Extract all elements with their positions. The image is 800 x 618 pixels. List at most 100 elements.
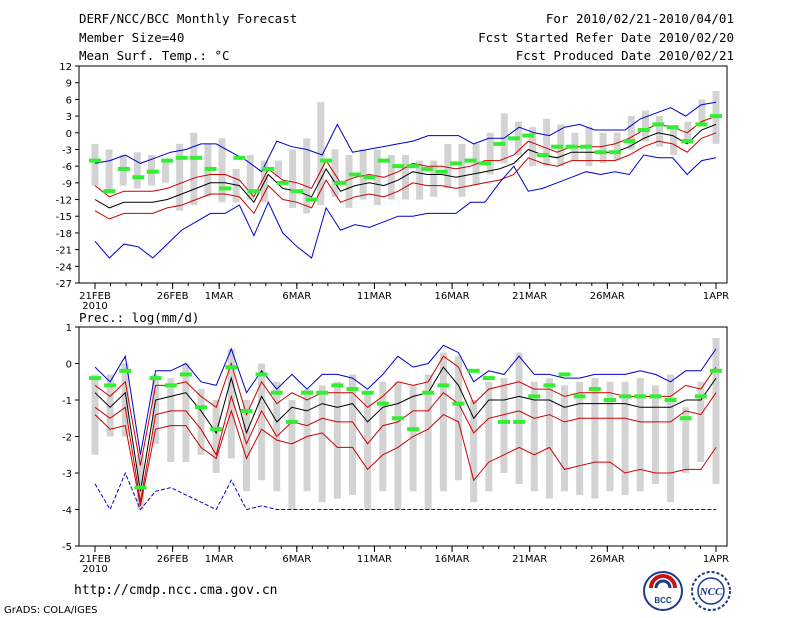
temp-xtick-label: 11MAR: [357, 291, 392, 302]
prec-xtick-label: 21FEB: [79, 554, 111, 565]
temp-observed-marker: [681, 139, 694, 144]
ncc-logo: NCC: [691, 571, 731, 611]
temp-spread-box: [472, 143, 480, 186]
temp-xtick-label: 26FEB: [157, 291, 189, 302]
temp-line-max: [94, 101, 717, 173]
prec-spread-box: [288, 400, 296, 510]
prec-observed-marker: [301, 390, 314, 395]
temp-observed-marker: [320, 158, 333, 163]
prec-line-min: [94, 471, 716, 511]
temp-observed-marker: [377, 158, 390, 163]
temp-xtick-label: 21MAR: [512, 291, 547, 302]
footer-credit: GrADS: COLA/IGES: [4, 605, 98, 616]
prec-spread-box: [561, 385, 569, 492]
temp-observed-marker: [666, 125, 679, 130]
temp-xtick-label: 16MAR: [434, 291, 469, 302]
temp-observed-marker: [522, 133, 535, 138]
prec-observed-marker: [497, 419, 510, 424]
temp-observed-marker: [710, 114, 722, 119]
prec-observed-marker: [104, 383, 117, 388]
temp-ytick-label: -9: [62, 179, 72, 190]
temp-observed-marker: [363, 175, 376, 180]
temp-spread-box: [162, 160, 170, 183]
prec-spread-box: [651, 385, 659, 484]
prec-spread-box: [182, 363, 190, 463]
temp-spread-box: [444, 143, 452, 189]
prec-observed-marker: [588, 387, 601, 392]
prec-xtick-label: 6MAR: [282, 554, 311, 565]
prec-line-upper: [94, 355, 717, 466]
temp-spread-box: [345, 155, 353, 208]
temp-observed-marker: [247, 189, 260, 194]
prec-spread-box: [424, 374, 432, 510]
prec-line-lowest: [94, 409, 717, 506]
temp-observed-marker: [623, 139, 636, 144]
prec-spread-box: [106, 374, 114, 437]
temp-observed-marker: [507, 136, 520, 141]
prec-observed-marker: [407, 427, 420, 432]
temp-ytick-label: 0: [66, 129, 72, 140]
prec-spread-box: [348, 374, 356, 495]
prec-observed-marker: [316, 390, 329, 395]
header-member-size: Member Size=40: [79, 30, 185, 45]
prec-spread-box: [515, 352, 523, 484]
prec-observed-marker: [285, 419, 298, 424]
prec-spread-box: [227, 348, 235, 459]
prec-spread-box: [470, 400, 478, 503]
temp-spread-box: [289, 149, 297, 208]
temp-observed-marker: [478, 161, 491, 166]
temp-observed-marker: [276, 180, 289, 185]
prec-spread-box: [318, 385, 326, 503]
precip-title: Prec.: log(mm/d): [79, 310, 200, 325]
temp-observed-marker: [334, 180, 347, 185]
prec-spread-box: [333, 381, 341, 499]
prec-observed-marker: [664, 398, 677, 402]
prec-xtick-label: 1MAR: [205, 554, 234, 565]
ncc-logo-text: NCC: [699, 586, 723, 598]
temp-spread-box: [670, 127, 678, 156]
temp-xtick-label: 1MAR: [205, 291, 234, 302]
temp-spread-box: [331, 149, 339, 197]
prec-ytick-label: -5: [62, 542, 72, 553]
prec-observed-marker: [391, 416, 404, 421]
prec-spread-box: [682, 407, 690, 473]
temp-xtick-label: 6MAR: [282, 291, 311, 302]
prec-observed-marker: [649, 394, 662, 399]
temp-spread-box: [359, 149, 367, 200]
temp-spread-box: [176, 143, 184, 211]
temp-observed-marker: [406, 164, 419, 169]
temp-xtick-label: 26MAR: [590, 291, 625, 302]
temp-observed-marker: [175, 155, 188, 160]
temp-observed-marker: [161, 158, 174, 163]
temp-spread-box: [430, 160, 438, 197]
temp-spread-box: [684, 121, 692, 142]
prec-spread-box: [197, 389, 205, 455]
header-variable: Mean Surf. Temp.: °C: [79, 48, 230, 63]
prec-spread-box: [121, 363, 129, 437]
prec-observed-marker: [376, 401, 389, 406]
prec-spread-box: [621, 381, 629, 495]
prec-spread-box: [606, 381, 614, 492]
prec-spread-box: [591, 378, 599, 499]
temp-observed-marker: [652, 122, 665, 127]
prec-spread-box: [152, 374, 160, 444]
prec-observed-marker: [452, 401, 465, 406]
temp-spread-box: [529, 127, 537, 167]
header-start-date: Fcst Started Refer Date 2010/02/20: [478, 30, 734, 45]
temp-spread-box: [641, 110, 649, 142]
temp-xtick-label: 21FEB: [79, 291, 111, 302]
temp-observed-marker: [305, 197, 318, 202]
header-produced-date: Fcst Produced Date 2010/02/21: [515, 48, 734, 63]
temp-ytick-label: 6: [66, 95, 72, 106]
footer-url[interactable]: http://cmdp.ncc.cma.gov.cn: [74, 583, 278, 598]
prec-observed-marker: [240, 408, 253, 413]
prec-observed-marker: [346, 387, 359, 392]
prec-spread-box: [530, 381, 538, 492]
prec-observed-marker: [467, 368, 480, 373]
prec-spread-box: [394, 381, 402, 510]
prec-observed-marker: [361, 390, 374, 395]
prec-ytick-label: 0: [66, 360, 72, 371]
prec-spread-box: [409, 385, 417, 492]
temp-ytick-label: -3: [62, 145, 72, 156]
temp-observed-marker: [262, 166, 275, 171]
